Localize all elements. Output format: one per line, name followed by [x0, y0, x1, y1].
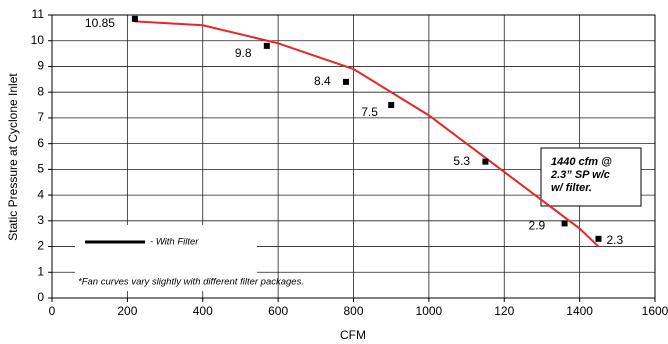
legend-box: [75, 225, 257, 291]
x-tick-label: 120: [494, 304, 514, 318]
y-tick-label: 7: [37, 110, 44, 124]
data-label: 10.85: [85, 16, 115, 30]
x-tick-label: 0: [49, 304, 56, 318]
y-tick-label: 1: [37, 264, 44, 278]
y-axis-label: Static Pressure at Cyclone Inlet: [6, 73, 20, 241]
y-tick-label: 11: [32, 7, 45, 21]
data-point: [595, 235, 602, 242]
x-tick-label: 1400: [566, 304, 593, 318]
x-tick-label: 600: [268, 304, 288, 318]
y-tick-label: 9: [37, 59, 44, 73]
note: *Fan curves vary slightly with different…: [78, 277, 304, 288]
data-point: [342, 78, 349, 85]
x-tick-label: 1600: [642, 304, 668, 318]
y-tick-label: 10: [31, 33, 45, 47]
data-point: [388, 102, 395, 109]
data-label: 9.8: [235, 46, 252, 60]
y-tick-label: 4: [37, 187, 44, 201]
x-tick-label: 200: [117, 304, 137, 318]
x-tick-label: 800: [343, 304, 363, 318]
y-tick-label: 8: [37, 84, 44, 98]
plot-frame: [51, 14, 656, 299]
data-point: [131, 15, 138, 22]
annotation: 2.3” SP w/c: [550, 169, 610, 181]
y-tick-label: 3: [37, 213, 44, 227]
data-label: 2.9: [529, 219, 546, 233]
y-tick-label: 2: [37, 239, 44, 253]
data-label: 2.3: [606, 233, 623, 247]
x-tick-label: 1000: [416, 304, 443, 318]
data-point: [561, 220, 568, 227]
y-tick-label: 6: [37, 136, 44, 150]
annotation: w/ filter.: [551, 182, 592, 194]
legend-label: - With Filter: [150, 237, 199, 248]
data-point: [482, 158, 489, 165]
y-tick-label: 0: [37, 290, 44, 304]
x-tick-label: 400: [193, 304, 213, 318]
data-label: 8.4: [314, 74, 331, 88]
annotation: 1440 cfm @: [551, 156, 612, 168]
data-point: [263, 42, 270, 49]
curve: [134, 20, 600, 248]
data-label: 5.3: [453, 154, 470, 168]
y-tick-label: 5: [37, 162, 44, 176]
annotation-box: [540, 147, 642, 207]
x-axis-label: CFM: [340, 328, 366, 342]
data-label: 7.5: [361, 105, 378, 119]
